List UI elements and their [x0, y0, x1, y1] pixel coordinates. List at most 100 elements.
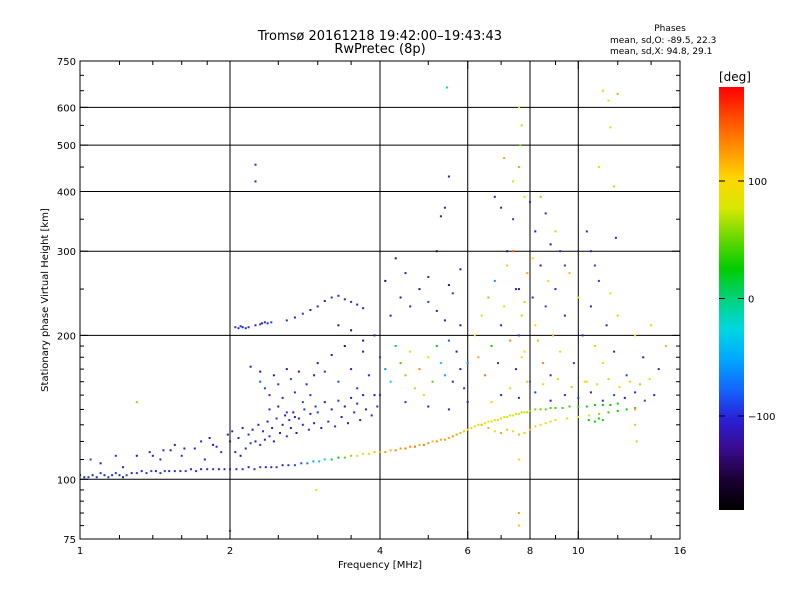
data-point — [343, 298, 346, 301]
chart-title: Tromsø 20161218 19:42:00–19:43:43 — [257, 29, 502, 44]
data-point — [539, 423, 542, 426]
data-point — [537, 339, 539, 342]
data-point — [229, 468, 231, 471]
data-point — [293, 391, 296, 394]
data-point — [613, 350, 616, 353]
data-point — [459, 432, 462, 434]
data-point — [151, 454, 154, 457]
data-point — [665, 345, 667, 347]
x-tick-label: 4 — [377, 546, 383, 557]
data-point — [301, 423, 304, 426]
data-point — [313, 374, 316, 377]
data-point — [523, 432, 526, 434]
data-point — [607, 378, 610, 381]
data-point — [180, 454, 183, 457]
data-point — [297, 417, 300, 420]
data-point — [613, 185, 616, 188]
data-point — [534, 408, 537, 411]
data-point — [473, 425, 476, 428]
data-point — [373, 394, 376, 397]
data-point — [303, 408, 306, 411]
data-point — [226, 433, 229, 436]
x-axis-label: Frequency [MHz] — [338, 560, 422, 571]
data-point — [91, 474, 94, 477]
data-point — [284, 414, 287, 417]
data-point — [309, 412, 312, 415]
data-point — [490, 420, 493, 423]
data-point — [529, 201, 531, 204]
data-point — [316, 362, 319, 365]
data-point — [554, 230, 557, 233]
data-point — [506, 416, 509, 418]
data-point — [264, 466, 267, 469]
data-point — [597, 279, 600, 282]
data-point — [212, 468, 215, 471]
data-points — [80, 86, 667, 532]
data-point — [634, 407, 637, 409]
data-point — [539, 264, 542, 267]
data-point — [359, 419, 362, 422]
data-point — [190, 468, 192, 471]
colorbar-tick-label: 0 — [748, 295, 754, 306]
y-tick-label: 300 — [57, 247, 76, 258]
data-point — [634, 408, 637, 411]
data-point — [373, 451, 376, 454]
data-point — [447, 284, 450, 286]
data-point — [427, 356, 430, 359]
data-point — [193, 447, 196, 450]
data-point — [200, 440, 203, 443]
data-point — [556, 378, 559, 381]
data-point — [217, 468, 220, 471]
data-point — [517, 512, 520, 514]
colorbar-tick-label: 100 — [748, 177, 767, 188]
data-point — [544, 305, 547, 308]
data-point — [607, 99, 610, 102]
data-point — [635, 440, 638, 443]
data-point — [583, 380, 586, 383]
data-point — [634, 334, 637, 337]
data-point — [648, 378, 651, 381]
x-tick-label: 2 — [227, 546, 233, 557]
data-point — [162, 449, 165, 452]
data-point — [362, 339, 365, 342]
data-point — [413, 387, 416, 390]
data-point — [247, 466, 250, 469]
data-point — [597, 412, 600, 415]
data-point — [484, 422, 487, 425]
data-point — [168, 470, 171, 473]
data-point — [253, 468, 256, 471]
data-point — [259, 380, 262, 383]
stats-line-o: mean, sd,O: -89.5, 22.3 — [610, 36, 716, 46]
data-point — [262, 430, 264, 433]
data-point — [529, 409, 531, 412]
data-point — [241, 427, 244, 429]
data-point — [616, 402, 619, 405]
data-point — [320, 427, 323, 429]
data-point — [309, 309, 312, 311]
data-point — [657, 368, 660, 371]
data-point — [473, 334, 476, 337]
data-point — [389, 314, 392, 317]
data-point — [544, 212, 547, 215]
data-point — [577, 396, 580, 399]
data-point — [337, 399, 340, 402]
data-point — [477, 356, 480, 359]
data-point — [544, 422, 547, 425]
data-point — [484, 374, 487, 377]
data-point — [163, 470, 166, 473]
data-point — [337, 324, 340, 327]
y-tick-label: 500 — [57, 141, 76, 152]
data-point — [500, 394, 503, 397]
data-point — [493, 279, 496, 282]
data-point — [285, 411, 288, 414]
data-point — [477, 423, 480, 426]
data-point — [587, 419, 590, 422]
data-point — [281, 423, 284, 426]
data-point — [512, 250, 515, 253]
data-point — [379, 394, 381, 397]
data-point — [356, 303, 359, 306]
data-point — [447, 175, 450, 178]
data-point — [517, 334, 520, 337]
data-point — [593, 404, 596, 406]
y-axis-label: Stationary phase Virtual Height [km] — [40, 208, 51, 392]
